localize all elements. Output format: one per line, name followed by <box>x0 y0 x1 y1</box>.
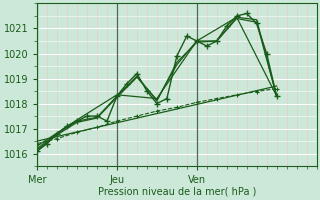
X-axis label: Pression niveau de la mer( hPa ): Pression niveau de la mer( hPa ) <box>98 187 256 197</box>
